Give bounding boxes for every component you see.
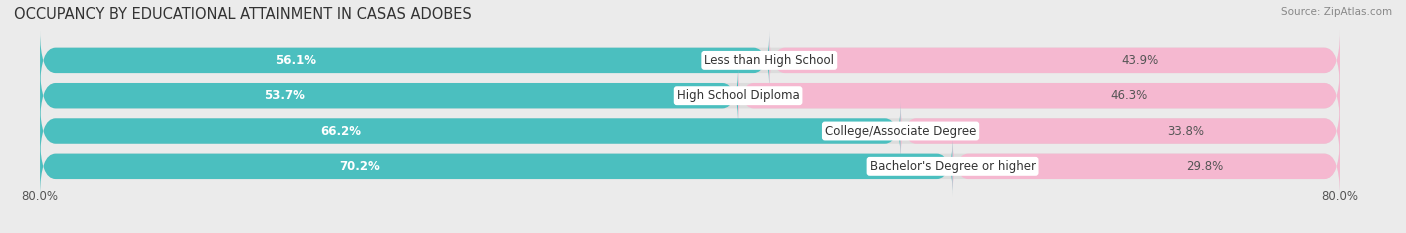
Text: High School Diploma: High School Diploma [676,89,800,102]
Text: 29.8%: 29.8% [1185,160,1223,173]
FancyBboxPatch shape [39,31,1340,90]
Text: Source: ZipAtlas.com: Source: ZipAtlas.com [1281,7,1392,17]
FancyBboxPatch shape [39,137,1340,196]
Text: 80.0%: 80.0% [1322,190,1358,203]
FancyBboxPatch shape [738,66,1340,125]
FancyBboxPatch shape [953,137,1340,196]
Text: 56.1%: 56.1% [274,54,316,67]
Text: 46.3%: 46.3% [1111,89,1147,102]
Text: 66.2%: 66.2% [321,124,361,137]
FancyBboxPatch shape [39,66,1340,125]
Text: 80.0%: 80.0% [21,190,59,203]
Text: 70.2%: 70.2% [339,160,380,173]
Text: 43.9%: 43.9% [1122,54,1159,67]
Text: 53.7%: 53.7% [264,89,305,102]
Text: Bachelor's Degree or higher: Bachelor's Degree or higher [869,160,1036,173]
Legend: Owner-occupied, Renter-occupied: Owner-occupied, Renter-occupied [576,228,830,233]
FancyBboxPatch shape [39,137,953,196]
Text: 33.8%: 33.8% [1167,124,1205,137]
FancyBboxPatch shape [39,66,738,125]
Text: College/Associate Degree: College/Associate Degree [825,124,976,137]
FancyBboxPatch shape [39,31,769,90]
FancyBboxPatch shape [39,101,901,161]
FancyBboxPatch shape [39,101,1340,161]
FancyBboxPatch shape [769,31,1340,90]
FancyBboxPatch shape [901,101,1340,161]
Text: Less than High School: Less than High School [704,54,834,67]
Text: OCCUPANCY BY EDUCATIONAL ATTAINMENT IN CASAS ADOBES: OCCUPANCY BY EDUCATIONAL ATTAINMENT IN C… [14,7,472,22]
